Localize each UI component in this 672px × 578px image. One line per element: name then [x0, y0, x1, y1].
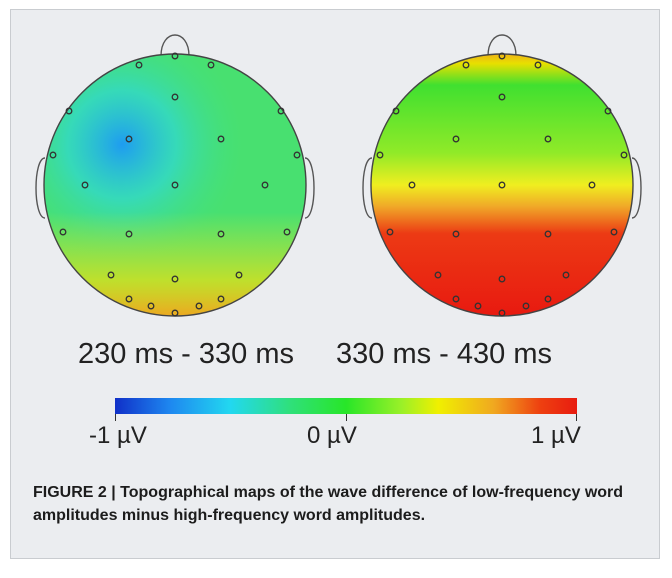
electrode-marker — [277, 107, 285, 115]
electrode-marker — [498, 52, 506, 60]
electrode-marker — [125, 230, 133, 238]
electrode-marker — [261, 181, 269, 189]
nose-right — [487, 34, 517, 57]
electrodes-right — [376, 52, 628, 317]
electrode-marker — [195, 302, 203, 310]
electrode-marker — [49, 151, 57, 159]
electrode-marker — [107, 271, 115, 279]
ear-left-right — [304, 157, 315, 219]
electrode-marker — [171, 181, 179, 189]
electrode-marker — [498, 181, 506, 189]
colorbar-tick-mid — [346, 414, 347, 421]
electrode-marker — [217, 230, 225, 238]
electrodes-left — [49, 52, 301, 317]
electrode-marker — [604, 107, 612, 115]
electrode-marker — [452, 295, 460, 303]
figure-panel: 230 ms - 330 ms 330 ms - 430 ms -1 µV 0 … — [10, 9, 660, 559]
electrode-marker — [452, 230, 460, 238]
colorbar-tick-max — [576, 414, 577, 421]
electrode-marker — [544, 135, 552, 143]
electrode-marker — [562, 271, 570, 279]
electrode-marker — [207, 61, 215, 69]
nose-left — [160, 34, 190, 57]
colorbar-min-label: -1 µV — [89, 422, 147, 449]
electrode-marker — [81, 181, 89, 189]
electrode-marker — [171, 275, 179, 283]
ear-right-left — [362, 157, 373, 219]
electrode-marker — [544, 230, 552, 238]
time-window-label-right: 330 ms - 430 ms — [336, 338, 552, 370]
topographic-maps — [35, 34, 642, 317]
electrode-marker — [522, 302, 530, 310]
electrode-marker — [392, 107, 400, 115]
colorbar-max-label: 1 µV — [531, 422, 581, 449]
colorbar-mid-label: 0 µV — [307, 422, 357, 449]
topo-map-left — [35, 34, 315, 317]
electrode-marker — [588, 181, 596, 189]
electrode-marker — [498, 309, 506, 317]
electrode-marker — [217, 135, 225, 143]
electrode-marker — [293, 151, 301, 159]
ear-left-left — [35, 157, 46, 219]
colorbar-tick-min — [115, 414, 116, 421]
electrode-marker — [125, 295, 133, 303]
electrode-marker — [147, 302, 155, 310]
electrode-marker — [434, 271, 442, 279]
electrode-marker — [474, 302, 482, 310]
electrode-marker — [462, 61, 470, 69]
electrode-marker — [498, 93, 506, 101]
electrode-marker — [171, 309, 179, 317]
electrode-marker — [59, 228, 67, 236]
electrode-marker — [386, 228, 394, 236]
color-scale-bar — [115, 398, 577, 414]
electrode-marker — [217, 295, 225, 303]
electrode-marker — [65, 107, 73, 115]
electrode-marker — [171, 93, 179, 101]
electrode-marker — [135, 61, 143, 69]
electrode-marker — [610, 228, 618, 236]
ear-right-right — [631, 157, 642, 219]
time-window-label-left: 230 ms - 330 ms — [78, 338, 294, 370]
electrode-marker — [534, 61, 542, 69]
electrode-marker — [544, 295, 552, 303]
electrode-marker — [376, 151, 384, 159]
electrode-marker — [125, 135, 133, 143]
topo-map-right — [362, 34, 642, 317]
electrode-marker — [408, 181, 416, 189]
figure-caption: FIGURE 2 | Topographical maps of the wav… — [33, 484, 624, 524]
electrode-marker — [171, 52, 179, 60]
electrode-marker — [235, 271, 243, 279]
electrode-marker — [498, 275, 506, 283]
electrode-marker — [452, 135, 460, 143]
electrode-marker — [283, 228, 291, 236]
electrode-marker — [620, 151, 628, 159]
